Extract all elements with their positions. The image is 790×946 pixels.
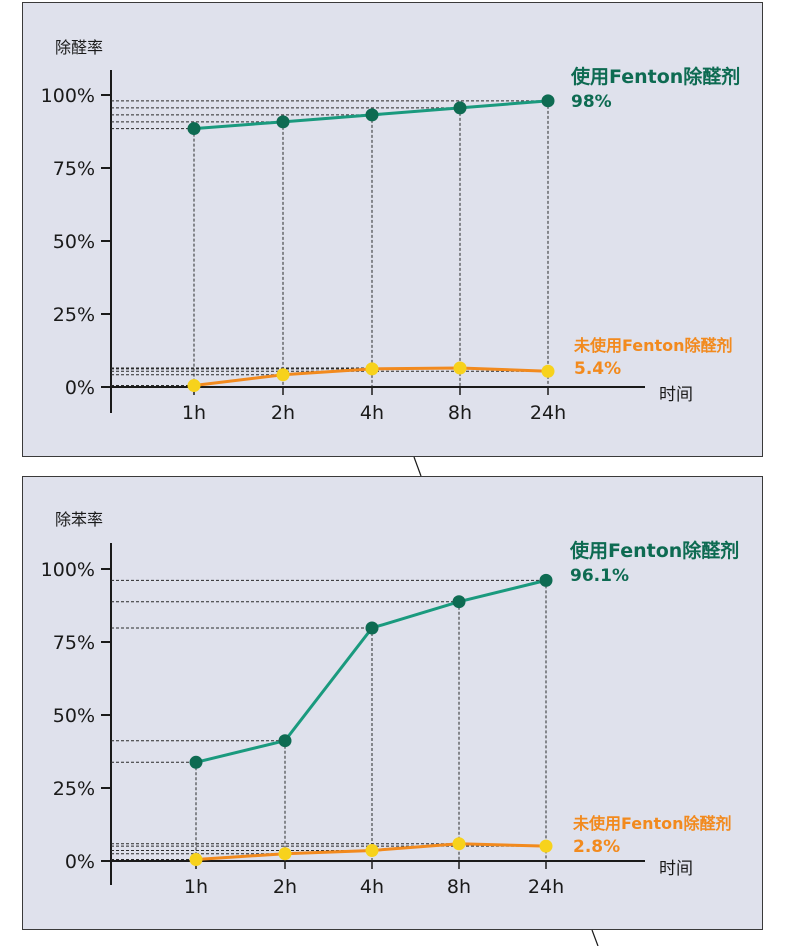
x-axis-title: 时间 [659,385,693,405]
series-label-untreated-value: 2.8% [573,837,620,857]
data-point-treated [541,94,555,108]
x-tick-label: 24h [528,876,564,898]
series-label-untreated-name: 未使用Fenton除醛剂 [573,336,733,355]
data-point-untreated [539,839,553,853]
formaldehyde-removal-chart: 除醛率 0% 25% 50% 75% 100% 1h 2h 4h 8h 24h 时间 使用Fenton除… [22,2,763,457]
y-tick-label: 0% [65,851,95,873]
series-label-treated-value: 98% [571,92,612,112]
series-label-untreated-name: 未使用Fenton除醛剂 [572,814,732,833]
connector-line-bottom [591,929,599,946]
data-point-treated [539,573,553,587]
y-tick-label: 50% [53,705,95,727]
x-tick-label: 8h [447,876,471,898]
data-point-untreated [452,837,466,851]
x-tick-label: 4h [360,402,384,424]
x-tick-label: 4h [360,876,384,898]
x-axis-title: 时间 [659,859,693,879]
series-label-treated-name: 使用Fenton除醛剂 [570,65,740,88]
y-axis-title: 除苯率 [55,510,103,529]
data-point-untreated [278,847,292,861]
data-point-treated [453,101,467,115]
x-tick-label: 24h [530,402,566,424]
connector-line-top [413,456,422,477]
y-axis-title: 除醛率 [55,38,103,57]
data-point-untreated [453,361,467,375]
benzene-removal-chart: 除苯率 0% 25% 50% 75% 100% 1h 2h 4h 8h 24h 时间 使用Fenton除… [22,476,763,930]
x-tick-label: 1h [184,876,208,898]
x-tick-label: 2h [273,876,297,898]
series-line-treated [195,578,547,764]
data-point-treated [276,115,290,129]
series-label-treated-name: 使用Fenton除醛剂 [569,539,739,562]
formaldehyde-chart-svg: 除醛率 0% 25% 50% 75% 100% 1h 2h 4h 8h 24h 时间 使用Fenton除… [41,38,741,424]
data-point-treated [278,734,292,748]
y-tick-label: 100% [41,85,95,107]
y-tick-label: 50% [53,231,95,253]
x-tick-label: 8h [448,402,472,424]
series-label-untreated-value: 5.4% [574,359,621,379]
data-point-untreated [365,362,379,376]
data-point-untreated [541,364,555,378]
data-point-treated [189,755,203,769]
y-tick-label: 75% [53,632,95,654]
y-tick-label: 0% [65,377,95,399]
data-point-treated [187,122,201,136]
series-label-treated-value: 96.1% [570,566,629,586]
data-point-untreated [187,379,201,393]
data-point-untreated [189,853,203,867]
benzene-chart-svg: 除苯率 0% 25% 50% 75% 100% 1h 2h 4h 8h 24h 时间 使用Fenton除… [41,510,740,898]
y-tick-label: 100% [41,559,95,581]
data-point-untreated [365,843,379,857]
x-tick-label: 2h [271,402,295,424]
data-point-treated [365,621,379,635]
x-tick-label: 1h [182,402,206,424]
y-tick-label: 75% [53,158,95,180]
data-point-untreated [276,368,290,382]
data-point-treated [365,108,379,122]
data-point-treated [452,595,466,609]
y-tick-label: 25% [53,778,95,800]
y-tick-label: 25% [53,304,95,326]
